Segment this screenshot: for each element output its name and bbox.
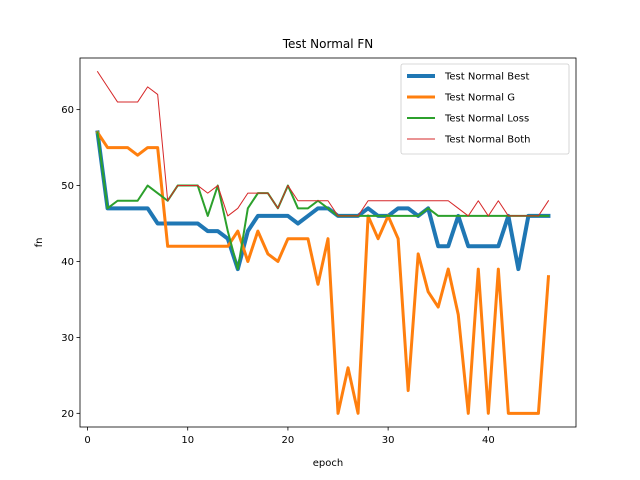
chart-title: Test Normal FN (282, 37, 374, 51)
plot-frame (79, 57, 577, 428)
y-tick-label: 20 (61, 409, 74, 420)
x-axis-label: epoch (313, 458, 343, 469)
legend: Test Normal Best Test Normal G Test Normal… (400, 63, 570, 155)
y-axis-label: fn (34, 238, 45, 248)
x-tick-label: 10 (181, 435, 194, 446)
legend-label-3: Test Normal Loss (444, 114, 529, 125)
y-tick-label: 50 (61, 181, 74, 192)
series-line-4 (96, 70, 550, 217)
series-line-2 (95, 130, 551, 415)
y-tick-label: 30 (61, 333, 74, 344)
legend-label-4: Test Normal Both (444, 135, 530, 146)
x-tick-label: 20 (282, 435, 295, 446)
y-tick-label: 60 (61, 105, 74, 116)
x-axis: 0 10 20 30 40 (84, 427, 495, 446)
y-axis: 20 30 40 50 60 (61, 105, 80, 420)
series-line-1 (95, 130, 551, 272)
y-tick-label: 40 (61, 257, 74, 268)
legend-box (400, 63, 570, 155)
x-tick-label: 0 (84, 435, 90, 446)
legend-label-2: Test Normal G (444, 93, 515, 104)
x-tick-label: 30 (382, 435, 395, 446)
legend-label-1: Test Normal Best (444, 72, 529, 83)
series-layer (95, 70, 551, 415)
x-tick-label: 40 (482, 435, 495, 446)
